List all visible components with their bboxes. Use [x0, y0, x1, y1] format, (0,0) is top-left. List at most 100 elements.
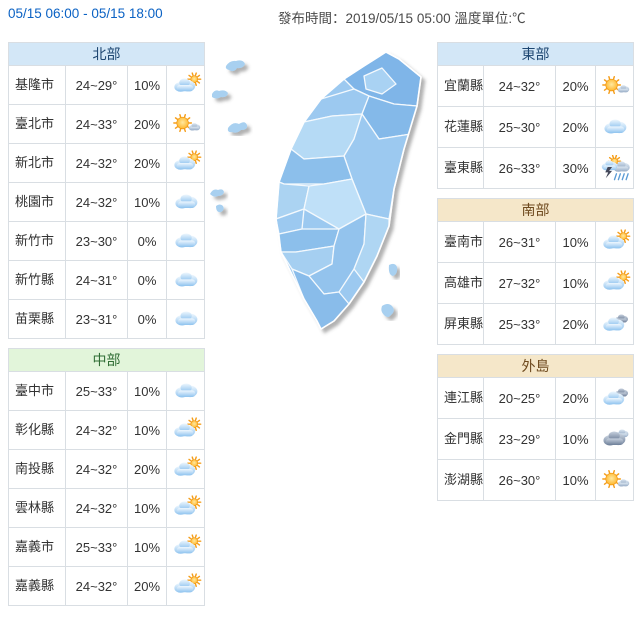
cloud-sun-icon: [174, 72, 202, 92]
pop-value: 10%: [555, 262, 596, 304]
region-title: 外島: [437, 354, 634, 378]
county-name: 金門縣: [437, 418, 484, 460]
weather-icon-cell: [166, 488, 205, 528]
weather-icon-cell: [166, 371, 205, 411]
weather-icon-cell: [166, 449, 205, 489]
region-table-central: 中部 臺中市 25~33° 10% 彰化縣 24~32° 10% 南投縣 24~…: [8, 348, 205, 606]
pop-value: 20%: [127, 104, 167, 144]
pop-value: 0%: [127, 260, 167, 300]
county-name: 連江縣: [437, 377, 484, 419]
region-slot-islands: 外島 連江縣 20~25° 20% 金門縣 23~29° 10%: [437, 354, 634, 501]
weather-icon-cell: [595, 303, 634, 345]
cloud-sun-icon: [603, 229, 631, 249]
pop-value: 20%: [127, 143, 167, 183]
county-name: 新竹市: [8, 221, 66, 261]
weather-icon-cell: [166, 143, 205, 183]
table-row: 南投縣 24~32° 20%: [8, 449, 205, 489]
table-row: 嘉義縣 24~32° 20%: [8, 566, 205, 606]
cloud-icon: [175, 311, 198, 326]
table-row: 新竹縣 24~31° 0%: [8, 260, 205, 300]
pop-value: 20%: [555, 65, 596, 107]
weather-icon-cell: [166, 65, 205, 105]
region-title: 中部: [8, 348, 205, 372]
cloud-sun-icon: [603, 270, 631, 290]
temp-range: 24~31°: [65, 260, 128, 300]
county-name: 臺北市: [8, 104, 66, 144]
pop-value: 10%: [127, 488, 167, 528]
weather-icon-cell: [166, 527, 205, 567]
temp-range: 26~31°: [483, 221, 556, 263]
county-name: 彰化縣: [8, 410, 66, 450]
table-row: 連江縣 20~25° 20%: [437, 377, 634, 419]
county-name: 臺南市: [437, 221, 484, 263]
pop-value: 20%: [127, 449, 167, 489]
table-row: 雲林縣 24~32° 10%: [8, 488, 205, 528]
county-name: 屏東縣: [437, 303, 484, 345]
county-name: 花蓮縣: [437, 106, 484, 148]
pop-value: 10%: [555, 221, 596, 263]
pop-value: 10%: [555, 459, 596, 501]
pop-value: 10%: [127, 371, 167, 411]
weather-icon-cell: [166, 221, 205, 261]
cloud-icon: [604, 119, 627, 134]
green-island: [388, 263, 398, 276]
cloud-icon: [175, 194, 198, 209]
cloud-sun-icon: [174, 495, 202, 515]
west-tables-column: 北部 基隆市 24~29° 10% 臺北市 24~33° 20% 新北市 24~…: [8, 42, 205, 615]
taiwan-map[interactable]: [204, 44, 440, 350]
weather-icon-cell: [166, 260, 205, 300]
county-name: 苗栗縣: [8, 299, 66, 339]
region-title: 北部: [8, 42, 205, 66]
region-slot-east: 東部 宜蘭縣 24~32° 20% 花蓮縣 25~30° 20% 臺東縣 26~…: [437, 42, 634, 189]
forecast-period-link[interactable]: 05/15 06:00 - 05/15 18:00: [8, 6, 163, 21]
weather-icon-cell: [595, 262, 634, 304]
county-name: 嘉義市: [8, 527, 66, 567]
temp-range: 23~31°: [65, 299, 128, 339]
sunny-cloud-icon: [173, 113, 201, 133]
county-name: 嘉義縣: [8, 566, 66, 606]
weather-icon-cell: [166, 104, 205, 144]
weather-icon-cell: [595, 106, 634, 148]
temp-range: 24~32°: [65, 182, 128, 222]
weather-icon-cell: [166, 182, 205, 222]
table-row: 新竹市 23~30° 0%: [8, 221, 205, 261]
weather-icon-cell: [595, 418, 634, 460]
county-name: 新北市: [8, 143, 66, 183]
region-title: 南部: [437, 198, 634, 222]
weather-icon-cell: [166, 566, 205, 606]
table-row: 澎湖縣 26~30° 10%: [437, 459, 634, 501]
temp-range: 24~29°: [65, 65, 128, 105]
county-name: 新竹縣: [8, 260, 66, 300]
dark-cloud-icon: [603, 429, 629, 446]
county-name: 基隆市: [8, 65, 66, 105]
penghu-islands: [210, 189, 224, 213]
pop-value: 10%: [127, 182, 167, 222]
pop-value: 10%: [127, 65, 167, 105]
cloud-sun-icon: [174, 417, 202, 437]
county-name: 臺東縣: [437, 147, 484, 189]
temp-range: 24~32°: [65, 488, 128, 528]
county-name: 宜蘭縣: [437, 65, 484, 107]
pop-value: 0%: [127, 221, 167, 261]
cloud-sun-icon: [174, 456, 202, 476]
thunder-rain-icon: [601, 155, 630, 181]
region-table-east: 東部 宜蘭縣 24~32° 20% 花蓮縣 25~30° 20% 臺東縣 26~…: [437, 42, 634, 189]
table-row: 桃園市 24~32° 10%: [8, 182, 205, 222]
kinmen-island: [227, 122, 248, 133]
cloud-dark-icon: [603, 388, 628, 405]
temp-range: 24~32°: [65, 449, 128, 489]
table-row: 彰化縣 24~32° 10%: [8, 410, 205, 450]
temp-range: 25~30°: [483, 106, 556, 148]
pop-value: 20%: [555, 377, 596, 419]
table-row: 臺中市 25~33° 10%: [8, 371, 205, 411]
table-row: 臺東縣 26~33° 30%: [437, 147, 634, 189]
table-row: 嘉義市 25~33° 10%: [8, 527, 205, 567]
cloud-sun-icon: [174, 150, 202, 170]
cloud-sun-icon: [174, 573, 202, 593]
region-title: 東部: [437, 42, 634, 66]
table-row: 基隆市 24~29° 10%: [8, 65, 205, 105]
region-table-islands: 外島 連江縣 20~25° 20% 金門縣 23~29° 10%: [437, 354, 634, 501]
taiwan-map-svg: [210, 51, 422, 330]
table-row: 新北市 24~32° 20%: [8, 143, 205, 183]
